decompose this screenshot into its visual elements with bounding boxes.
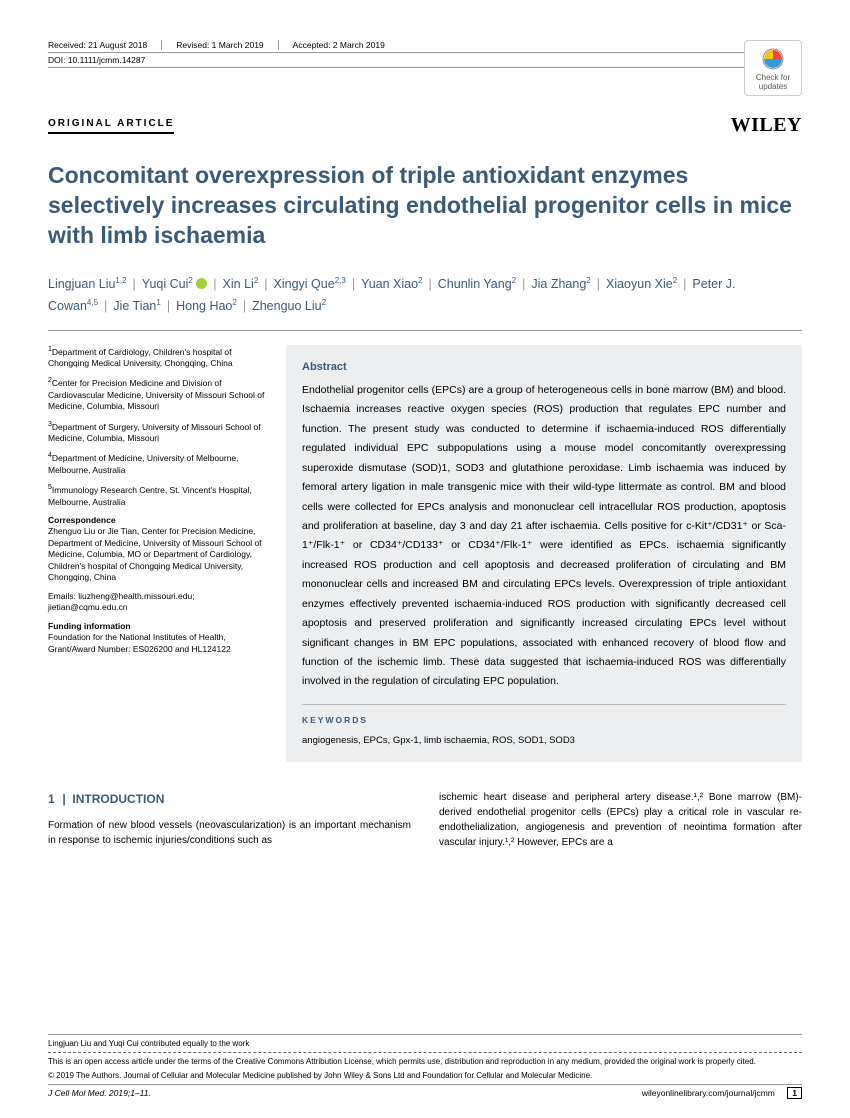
- correspondence-emails: Emails: liuzheng@health.missouri.edu; ji…: [48, 591, 268, 614]
- affiliation: 3Department of Surgery, University of Mi…: [48, 420, 268, 445]
- affiliation: 4Department of Medicine, University of M…: [48, 451, 268, 476]
- orcid-icon: [196, 278, 207, 289]
- author: Zhenguo Liu2: [252, 299, 326, 313]
- meta-dates: Received: 21 August 2018 Revised: 1 Marc…: [48, 40, 744, 53]
- author-list: Lingjuan Liu1,2 | Yuqi Cui2 | Xin Li2 | Xingy…: [48, 273, 802, 331]
- doi: DOI: 10.1111/jcmm.14287: [48, 53, 744, 68]
- journal-url: wileyonlinelibrary.com/journal/jcmm: [642, 1088, 775, 1098]
- author-separator: |: [213, 277, 216, 291]
- license-text: This is an open access article under the…: [48, 1057, 802, 1067]
- page-number: 1: [787, 1087, 802, 1099]
- abstract-text: Endothelial progenitor cells (EPCs) are …: [302, 381, 786, 692]
- author: Xingyi Que2,3: [274, 277, 346, 291]
- author-separator: |: [167, 299, 170, 313]
- author: Hong Hao2: [176, 299, 237, 313]
- article-title: Concomitant overexpression of triple ant…: [48, 161, 802, 251]
- check-updates-text1: Check for: [753, 73, 793, 82]
- author-separator: |: [597, 277, 600, 291]
- journal-citation: J Cell Mol Med. 2019;1–11.: [48, 1088, 151, 1098]
- funding-head: Funding information: [48, 621, 268, 632]
- author: Xin Li2: [223, 277, 259, 291]
- revised-date: Revised: 1 March 2019: [176, 40, 278, 50]
- affiliation: 1Department of Cardiology, Children's ho…: [48, 345, 268, 370]
- keywords-head: KEYWORDS: [302, 704, 786, 729]
- author: Jia Zhang2: [531, 277, 590, 291]
- author-separator: |: [133, 277, 136, 291]
- page-footer: Lingjuan Liu and Yuqi Cui contributed eq…: [48, 1034, 802, 1098]
- intro-para-1: Formation of new blood vessels (neovascu…: [48, 818, 411, 848]
- intro-heading: 1 | INTRODUCTION: [48, 790, 411, 808]
- intro-para-2: ischemic heart disease and peripheral ar…: [439, 790, 802, 850]
- author: Jie Tian1: [113, 299, 161, 313]
- author-separator: |: [104, 299, 107, 313]
- author-separator: |: [264, 277, 267, 291]
- author: Lingjuan Liu1,2: [48, 277, 127, 291]
- affiliation: 2Center for Precision Medicine and Divis…: [48, 376, 268, 412]
- crossmark-icon: [761, 47, 785, 71]
- article-type: ORIGINAL ARTICLE: [48, 118, 174, 134]
- correspondence-head: Correspondence: [48, 515, 268, 526]
- author-separator: |: [243, 299, 246, 313]
- author-separator: |: [522, 277, 525, 291]
- funding-text: Foundation for the National Institutes o…: [48, 632, 268, 655]
- author: Yuan Xiao2: [361, 277, 422, 291]
- author-separator: |: [429, 277, 432, 291]
- accepted-date: Accepted: 2 March 2019: [293, 40, 399, 50]
- abstract-head: Abstract: [302, 357, 786, 377]
- introduction-section: 1 | INTRODUCTION Formation of new blood …: [48, 790, 802, 850]
- dashed-divider: [48, 1052, 802, 1053]
- check-updates-text2: updates: [753, 82, 793, 91]
- received-date: Received: 21 August 2018: [48, 40, 162, 50]
- author-separator: |: [683, 277, 686, 291]
- author: Xiaoyun Xie2: [606, 277, 677, 291]
- contribution-note: Lingjuan Liu and Yuqi Cui contributed eq…: [48, 1034, 802, 1048]
- author-separator: |: [352, 277, 355, 291]
- keywords-text: angiogenesis, EPCs, Gpx-1, limb ischaemi…: [302, 732, 786, 750]
- publisher-logo: WILEY: [731, 114, 802, 137]
- author: Yuqi Cui2: [142, 277, 208, 291]
- check-updates-badge[interactable]: Check for updates: [744, 40, 802, 96]
- affiliations-column: 1Department of Cardiology, Children's ho…: [48, 345, 268, 762]
- author: Chunlin Yang2: [438, 277, 516, 291]
- abstract-box: Abstract Endothelial progenitor cells (E…: [286, 345, 802, 762]
- copyright-text: © 2019 The Authors. Journal of Cellular …: [48, 1071, 802, 1081]
- affiliation: 5Immunology Research Centre, St. Vincent…: [48, 483, 268, 508]
- correspondence-text: Zhenguo Liu or Jie Tian, Center for Prec…: [48, 526, 268, 583]
